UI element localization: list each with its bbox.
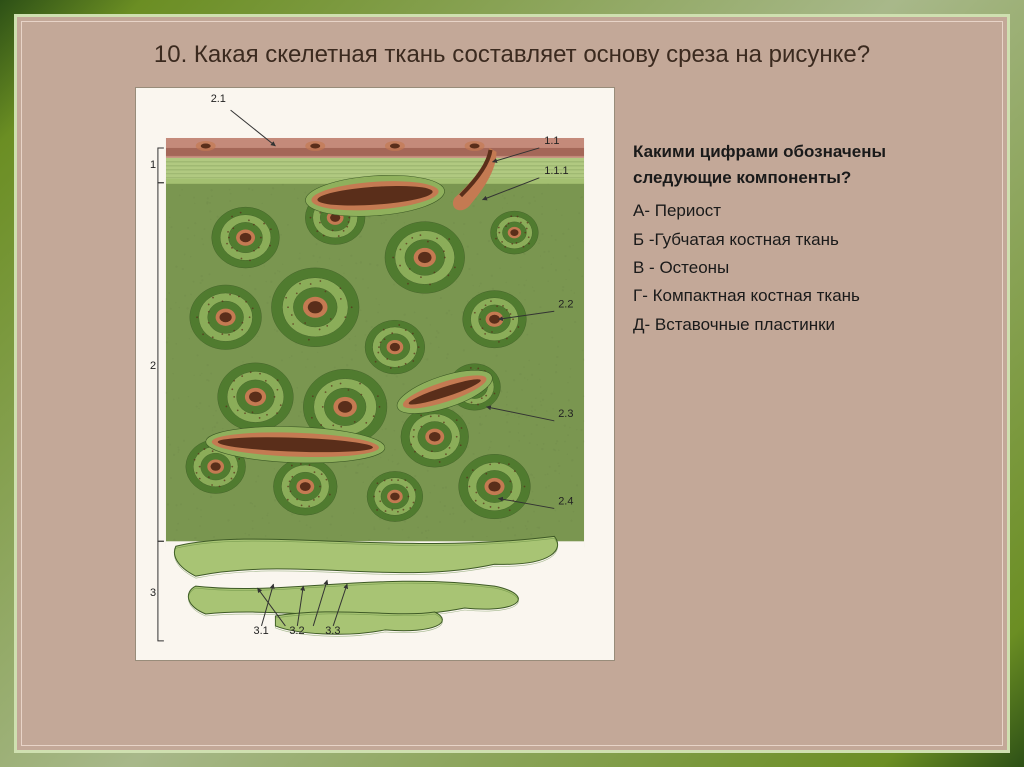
- svg-text:3.3: 3.3: [325, 625, 340, 637]
- svg-text:2.3: 2.3: [558, 408, 573, 420]
- slide-frame: 10. Какая скелетная ткань составляет осн…: [14, 14, 1010, 753]
- svg-text:2.2: 2.2: [558, 299, 573, 311]
- svg-text:1.1.1: 1.1.1: [544, 165, 568, 177]
- svg-text:2.4: 2.4: [558, 496, 573, 508]
- svg-text:1.1: 1.1: [544, 135, 559, 147]
- svg-text:3.2: 3.2: [289, 625, 304, 637]
- svg-text:3.1: 3.1: [254, 625, 269, 637]
- svg-text:3: 3: [150, 587, 156, 599]
- svg-text:2.1: 2.1: [211, 94, 226, 106]
- svg-text:2: 2: [150, 360, 156, 372]
- figure-svg: 1 2.1 1.1 1.1.1 2 2.2 2.3 2.4 3 3.1 3.2 3.3: [136, 88, 614, 660]
- svg-text:1: 1: [150, 159, 156, 171]
- histology-figure: 1 2.1 1.1 1.1.1 2 2.2 2.3 2.4 3 3.1 3.2 3.3: [135, 87, 615, 661]
